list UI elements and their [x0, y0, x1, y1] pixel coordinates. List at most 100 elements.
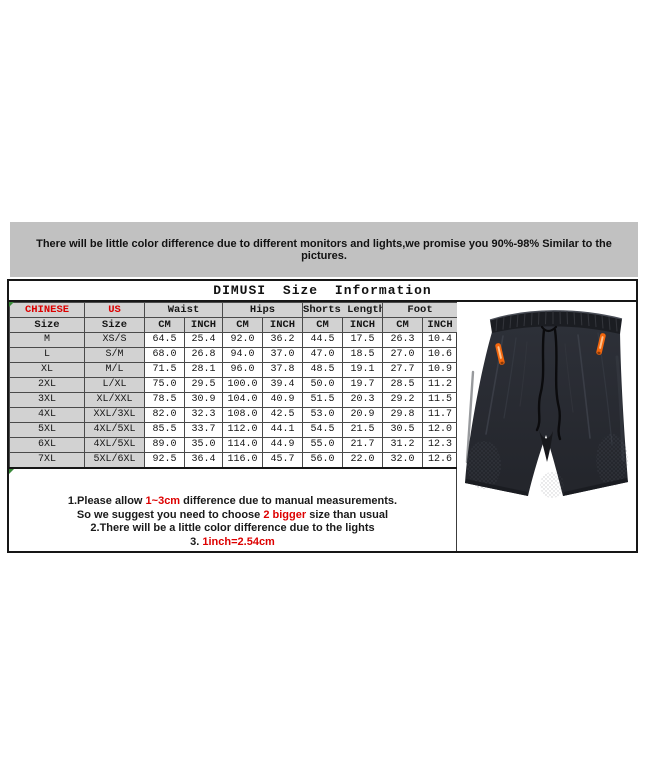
chinese-size-cell: 7XL	[9, 452, 85, 469]
foot-inch-cell: 10.6	[422, 347, 459, 363]
foot-inch-cell: 12.6	[422, 452, 459, 469]
shorts-body	[465, 325, 628, 498]
table-row: 6XL 4XL/5XL 89.0 35.0 114.0 44.9 55.0 21…	[9, 437, 459, 453]
foot-cm-cell: 31.2	[382, 437, 424, 453]
chinese-size-cell: M	[9, 332, 85, 348]
hips-cm-cell: 94.0	[222, 347, 264, 363]
shorts-length-cm-cell: 44.5	[302, 332, 344, 348]
chinese-size-cell: 5XL	[9, 422, 85, 438]
zipper-pull-left-icon	[495, 343, 505, 365]
waist-cm-cell: 64.5	[144, 332, 185, 348]
mesh-texture-right	[596, 434, 628, 486]
note-line-1: 1.Please allow 1~3cm difference due to m…	[67, 495, 398, 507]
subheader-inch: INCH	[183, 317, 224, 333]
header-us: US	[84, 302, 145, 318]
chinese-size-cell: 2XL	[9, 377, 85, 393]
us-size-cell: M/L	[84, 362, 145, 378]
hips-inch-cell: 42.5	[262, 407, 304, 423]
waist-inch-cell: 28.1	[183, 362, 224, 378]
foot-cm-cell: 29.2	[382, 392, 424, 408]
table-and-notes-column: CHINESE US Waist Hips Shorts Length Foot…	[9, 302, 459, 551]
shorts-length-cm-cell: 50.0	[302, 377, 344, 393]
hips-cm-cell: 96.0	[222, 362, 264, 378]
waist-inch-cell: 36.4	[183, 452, 224, 469]
hips-inch-cell: 44.1	[262, 422, 304, 438]
subheader-cm: CM	[144, 317, 185, 333]
note-line-2: So we suggest you need to choose 2 bigge…	[76, 508, 389, 521]
note-line-4: 3. 1inch=2.54cm	[190, 535, 275, 548]
shorts-length-inch-cell: 18.5	[342, 347, 384, 363]
color-difference-banner: There will be little color difference du…	[10, 222, 638, 277]
chinese-size-cell: L	[9, 347, 85, 363]
shorts-length-inch-cell: 19.1	[342, 362, 384, 378]
foot-inch-cell: 12.0	[422, 422, 459, 438]
header-chinese: CHINESE	[9, 302, 85, 318]
waist-cm-cell: 89.0	[144, 437, 185, 453]
foot-cm-cell: 29.8	[382, 407, 424, 423]
waist-cm-cell: 75.0	[144, 377, 185, 393]
hips-cm-cell: 92.0	[222, 332, 264, 348]
sheet-title: DIMUSI Size Information	[9, 281, 636, 302]
note-line-3: 2.There will be a little color differenc…	[90, 522, 375, 534]
hips-inch-cell: 40.9	[262, 392, 304, 408]
chinese-size-cell: XL	[9, 362, 85, 378]
waist-cm-cell: 78.5	[144, 392, 185, 408]
table-row: 7XL 5XL/6XL 92.5 36.4 116.0 45.7 56.0 22…	[9, 452, 459, 469]
shorts-length-inch-cell: 21.5	[342, 422, 384, 438]
waist-inch-cell: 26.8	[183, 347, 224, 363]
shorts-length-inch-cell: 17.5	[342, 332, 384, 348]
chinese-size-cell: 4XL	[9, 407, 85, 423]
shorts-length-cm-cell: 47.0	[302, 347, 344, 363]
subheader-size: Size	[9, 317, 85, 333]
foot-inch-cell: 12.3	[422, 437, 459, 453]
shorts-length-inch-cell: 19.7	[342, 377, 384, 393]
foot-cm-cell: 27.7	[382, 362, 424, 378]
hips-inch-cell: 37.0	[262, 347, 304, 363]
foot-inch-cell: 11.2	[422, 377, 459, 393]
header-hips: Hips	[222, 302, 304, 318]
waist-cm-cell: 92.5	[144, 452, 185, 469]
hips-cm-cell: 104.0	[222, 392, 264, 408]
shorts-length-inch-cell: 22.0	[342, 452, 384, 469]
foot-cm-cell: 32.0	[382, 452, 424, 469]
shorts-product-illustration	[465, 310, 628, 498]
size-table-body: M XS/S 64.5 25.4 92.0 36.2 44.5 17.5 26.…	[9, 332, 459, 469]
table-row: 5XL 4XL/5XL 85.5 33.7 112.0 44.1 54.5 21…	[9, 422, 459, 438]
shorts-length-cm-cell: 54.5	[302, 422, 344, 438]
waist-inch-cell: 35.0	[183, 437, 224, 453]
foot-cm-cell: 26.3	[382, 332, 424, 348]
shorts-length-cm-cell: 56.0	[302, 452, 344, 469]
subheader-inch: INCH	[262, 317, 304, 333]
us-size-cell: XXL/3XL	[84, 407, 145, 423]
shorts-length-inch-cell: 21.7	[342, 437, 384, 453]
shorts-waistband	[489, 310, 623, 334]
group-header-row: CHINESE US Waist Hips Shorts Length Foot	[9, 302, 459, 318]
waist-cm-cell: 82.0	[144, 407, 185, 423]
hips-cm-cell: 112.0	[222, 422, 264, 438]
shorts-length-cm-cell: 51.5	[302, 392, 344, 408]
waist-inch-cell: 25.4	[183, 332, 224, 348]
foot-inch-cell: 10.4	[422, 332, 459, 348]
us-size-cell: L/XL	[84, 377, 145, 393]
waist-inch-cell: 32.3	[183, 407, 224, 423]
hips-inch-cell: 44.9	[262, 437, 304, 453]
us-size-cell: 4XL/5XL	[84, 437, 145, 453]
shorts-length-inch-cell: 20.9	[342, 407, 384, 423]
spreadsheet-corner-marker	[9, 469, 14, 474]
hips-cm-cell: 100.0	[222, 377, 264, 393]
us-size-cell: 4XL/5XL	[84, 422, 145, 438]
subheader-cm: CM	[382, 317, 424, 333]
header-shorts-length: Shorts Length	[302, 302, 384, 318]
waist-inch-cell: 30.9	[183, 392, 224, 408]
subheader-cm: CM	[222, 317, 264, 333]
hips-inch-cell: 45.7	[262, 452, 304, 469]
us-size-cell: XS/S	[84, 332, 145, 348]
waist-inch-cell: 29.5	[183, 377, 224, 393]
foot-cm-cell: 27.0	[382, 347, 424, 363]
table-row: 4XL XXL/3XL 82.0 32.3 108.0 42.5 53.0 20…	[9, 407, 459, 423]
table-row: XL M/L 71.5 28.1 96.0 37.8 48.5 19.1 27.…	[9, 362, 459, 378]
shorts-length-inch-cell: 20.3	[342, 392, 384, 408]
zipper-pull-right-icon	[596, 333, 606, 355]
table-row: 3XL XL/XXL 78.5 30.9 104.0 40.9 51.5 20.…	[9, 392, 459, 408]
